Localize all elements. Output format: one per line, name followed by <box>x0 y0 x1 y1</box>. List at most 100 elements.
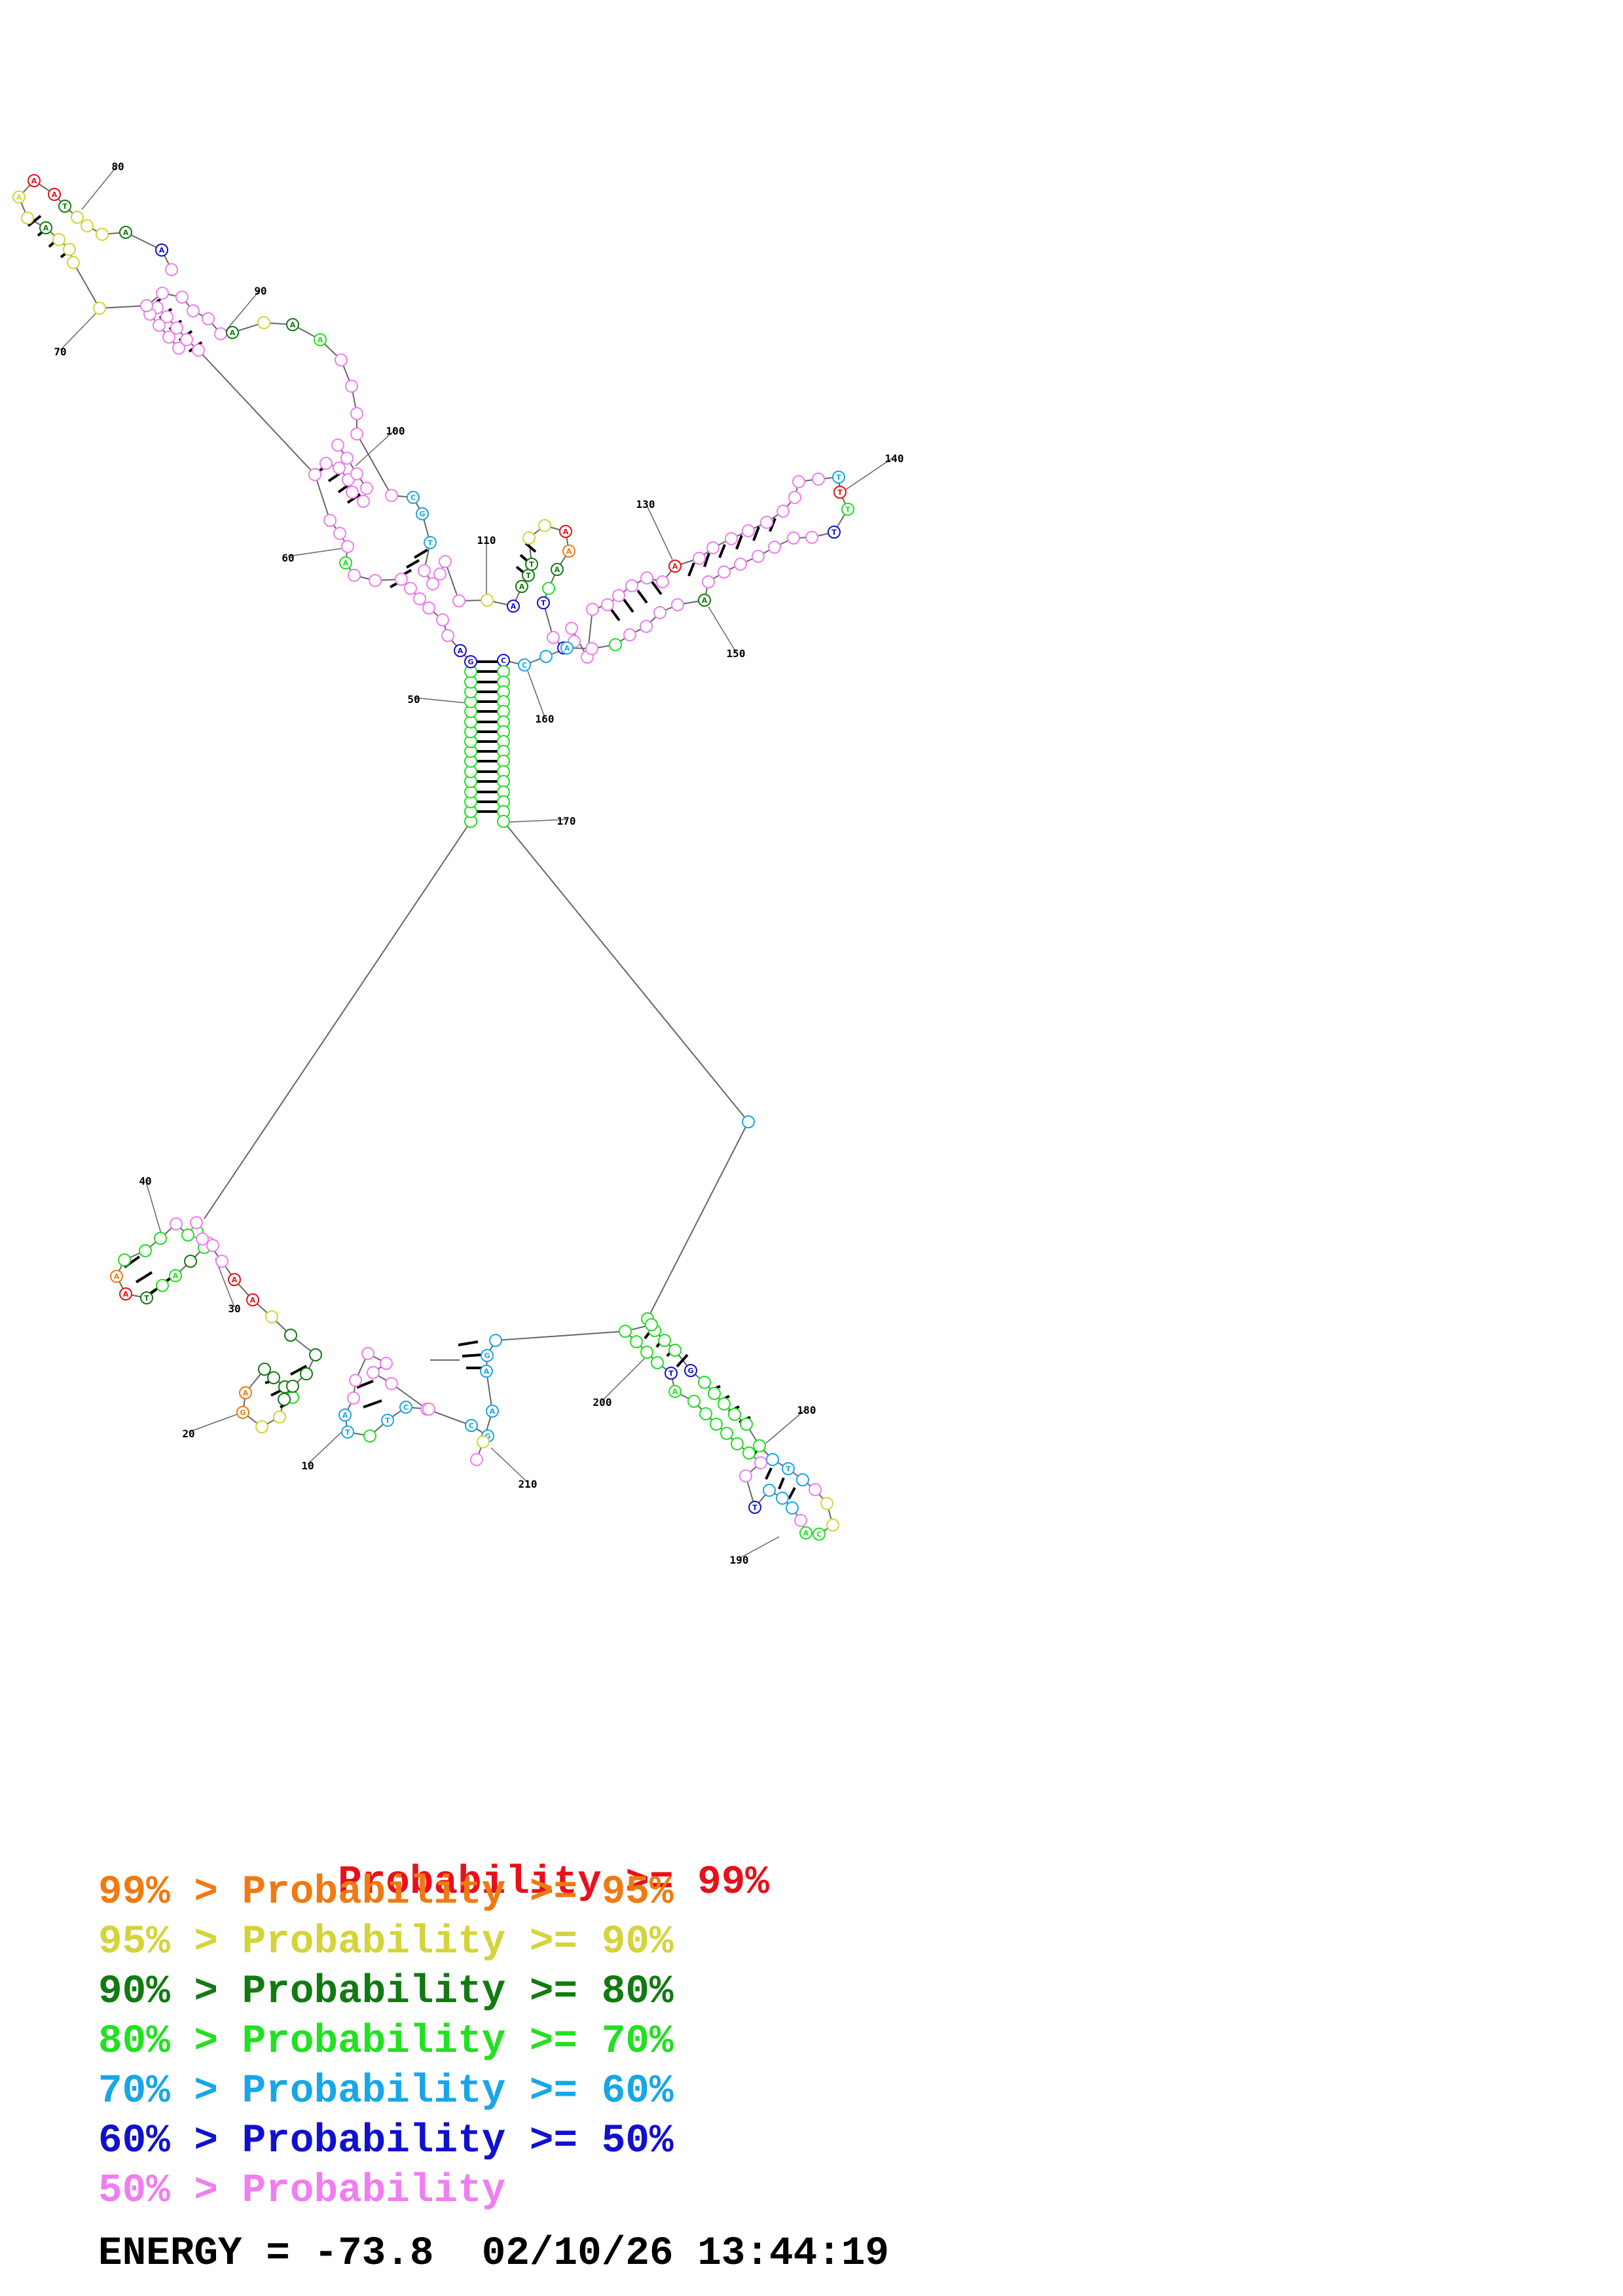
nucleotide <box>725 532 738 545</box>
svg-text:T: T <box>541 599 546 607</box>
nucleotide <box>752 550 765 563</box>
nucleotide <box>323 514 337 527</box>
nucleotide <box>257 316 270 329</box>
nucleotide <box>699 1407 712 1420</box>
svg-text:A: A <box>566 547 572 556</box>
energy-label: ENERGY = <box>98 2231 314 2276</box>
nucleotide: A <box>559 525 572 538</box>
nucleotide <box>361 1347 374 1360</box>
nucleotide: G <box>464 655 477 668</box>
legend-label: Probability >= 50% <box>242 2119 674 2164</box>
nucleotide <box>340 452 354 465</box>
nucleotide: T <box>140 1291 153 1304</box>
nucleotide: A <box>480 1365 493 1378</box>
nucleotide <box>93 302 106 315</box>
nucleotide <box>656 575 669 588</box>
svg-text:A: A <box>672 562 678 571</box>
nucleotide <box>586 603 599 616</box>
legend-prefix: 99% <box>98 1870 170 1915</box>
svg-text:T: T <box>836 473 841 482</box>
nucleotide <box>728 1408 741 1421</box>
nucleotide: A <box>668 1385 682 1398</box>
position-label: 170 <box>557 815 576 827</box>
svg-text:A: A <box>555 565 560 574</box>
nucleotide <box>786 1501 799 1515</box>
legend-separator: > <box>170 2119 242 2164</box>
nucleotide <box>196 1232 209 1246</box>
nucleotide: A <box>228 1273 241 1286</box>
nucleotide <box>413 592 426 605</box>
nucleotide: A <box>486 1405 499 1418</box>
nucleotide <box>470 1453 483 1466</box>
svg-text:A: A <box>114 1272 120 1281</box>
legend-label: Probability >= 99% <box>338 1860 769 1905</box>
nucleotide <box>380 1357 393 1370</box>
nucleotide <box>350 427 363 440</box>
nucleotide <box>668 1344 682 1357</box>
nucleotide <box>565 622 578 635</box>
nucleotide: A <box>314 333 327 346</box>
svg-text:T: T <box>752 1503 757 1512</box>
svg-text:C: C <box>816 1530 822 1539</box>
nucleotide <box>539 650 553 663</box>
legend-prefix: 80% <box>98 2019 170 2064</box>
nucleotide <box>418 564 431 577</box>
legend-line-p99: Probability >= 99% <box>98 1823 769 1943</box>
nucleotide <box>156 1279 169 1292</box>
nucleotide <box>645 1318 658 1331</box>
nucleotide <box>653 606 666 619</box>
legend-separator: > <box>170 2168 242 2214</box>
legend-line-p70: 80% > Probability >= 70% <box>98 2022 674 2062</box>
nucleotide <box>497 815 510 828</box>
energy-footer: ENERGY = -73.8 02/10/26 13:44:19 <box>98 2234 889 2274</box>
svg-text:T: T <box>345 1428 350 1437</box>
svg-text:T: T <box>526 571 531 580</box>
nucleotide: T <box>782 1462 795 1475</box>
nucleotide <box>273 1410 286 1424</box>
nucleotide <box>687 1395 701 1408</box>
svg-text:A: A <box>342 1411 348 1420</box>
nucleotide <box>140 299 153 312</box>
svg-text:A: A <box>563 528 569 536</box>
nucleotide <box>308 468 321 481</box>
nucleotide <box>309 1348 322 1361</box>
svg-text:G: G <box>687 1367 693 1375</box>
position-label: 40 <box>139 1175 151 1187</box>
nucleotide <box>319 457 333 470</box>
nucleotide: A <box>507 600 520 613</box>
nucleotide <box>766 1453 779 1466</box>
nucleotide: A <box>562 545 575 558</box>
legend-prefix: 60% <box>98 2119 170 2164</box>
nucleotide <box>348 569 361 582</box>
nucleotide <box>187 304 200 317</box>
nucleotide: A <box>27 174 41 187</box>
nucleotide <box>404 582 417 595</box>
nucleotide: T <box>841 503 854 516</box>
nucleotide <box>433 567 447 581</box>
position-label: 160 <box>536 713 555 725</box>
nucleotide <box>184 1255 197 1268</box>
nucleotide <box>619 1325 632 1338</box>
nucleotide: T <box>537 596 550 609</box>
nucleotide: A <box>12 190 26 204</box>
nucleotide <box>341 540 354 553</box>
svg-text:A: A <box>290 321 296 329</box>
svg-text:A: A <box>564 644 570 653</box>
nucleotide <box>820 1497 833 1510</box>
nucleotide: C <box>407 491 420 504</box>
position-label: 60 <box>282 552 294 564</box>
svg-text:A: A <box>230 329 236 337</box>
svg-text:A: A <box>511 602 517 611</box>
svg-text:G: G <box>419 510 425 518</box>
legend-line-p90: 95% > Probability >= 90% <box>98 1922 674 1962</box>
position-label: 140 <box>885 452 904 465</box>
svg-text:A: A <box>343 559 349 567</box>
legend-prefix: 95% <box>98 1920 170 1965</box>
nucleotide <box>331 439 344 452</box>
nucleotide <box>625 579 638 592</box>
nucleotide: C <box>465 1419 478 1432</box>
long-range-backbone-lines <box>198 350 749 1361</box>
nucleotide <box>489 1334 502 1347</box>
nucleotide <box>170 1217 183 1230</box>
nucleotide <box>812 473 825 486</box>
